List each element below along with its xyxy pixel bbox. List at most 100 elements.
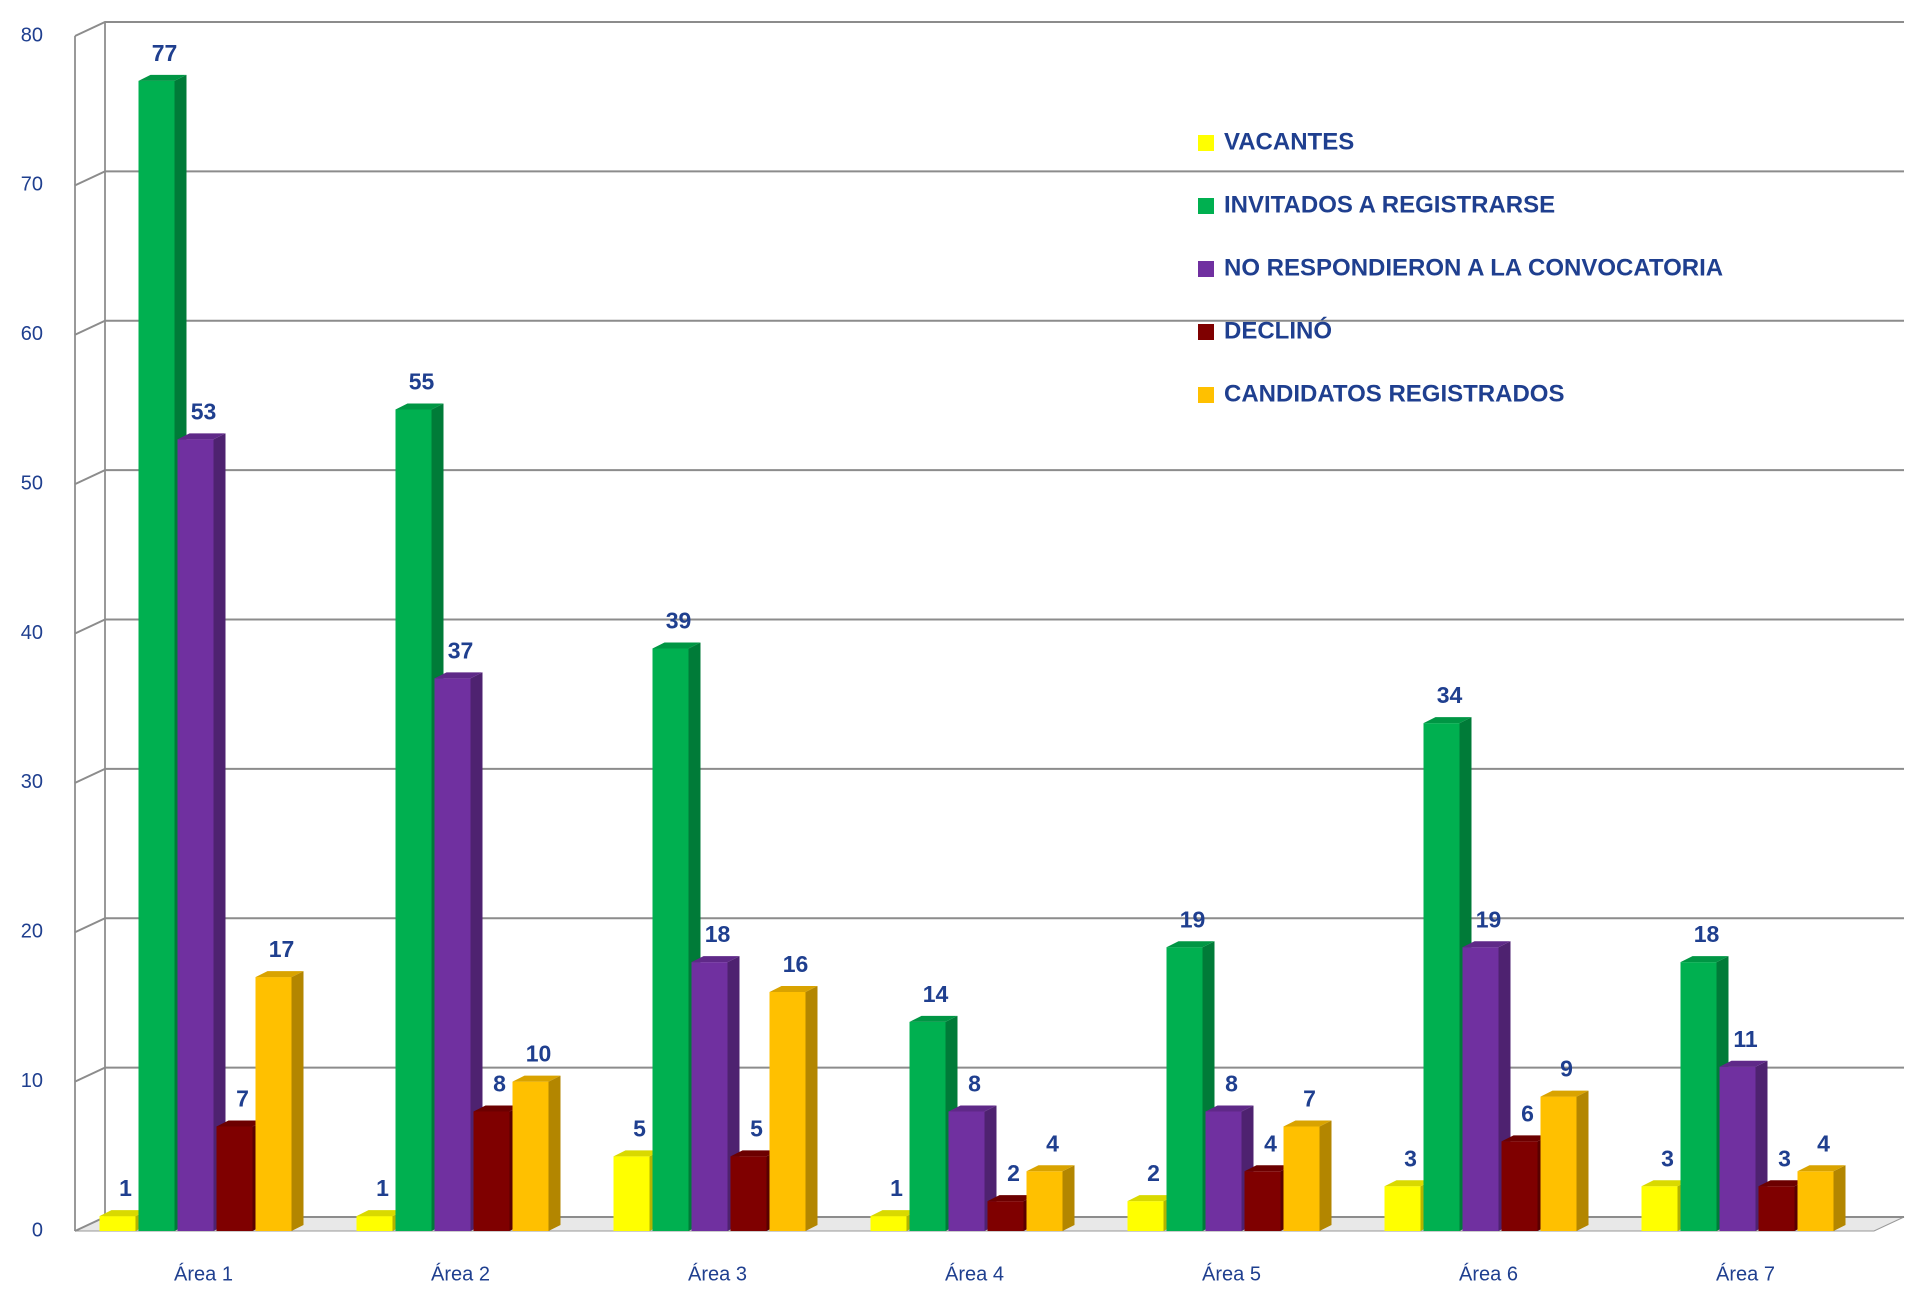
bar-front [177,439,214,1231]
bar-front [1166,947,1203,1231]
bar-front [769,992,806,1231]
value-label: 5 [633,1115,646,1141]
bar [512,1075,561,1231]
bar-top [1719,1060,1768,1067]
legend-label: VACANTES [1224,128,1354,155]
legend-label: CANDIDATOS REGISTRADOS [1224,380,1564,407]
bar-top [1797,1165,1846,1172]
bar-front [730,1156,767,1231]
bar-top [99,1210,148,1217]
grid-line [74,469,1904,486]
bar-top [1540,1090,1589,1097]
bar-front [1462,947,1499,1231]
bar-top [1166,941,1215,948]
bar-front [1423,723,1460,1231]
bar-front [613,1156,650,1231]
legend-swatch [1198,324,1214,340]
value-label: 8 [493,1071,506,1097]
bar-side [805,986,818,1231]
bar-front [1026,1171,1063,1231]
bar-front [652,648,689,1231]
bar-top [987,1195,1036,1202]
bar-front [138,80,175,1231]
value-label: 4 [1046,1130,1059,1156]
value-label: 3 [1661,1145,1674,1171]
bar-top [1758,1180,1807,1187]
bar-front [1283,1126,1320,1231]
bar [1026,1165,1075,1231]
bar-top [1641,1180,1690,1187]
value-label: 3 [1404,1145,1417,1171]
bar-front [1205,1111,1242,1231]
bar-top [473,1105,522,1112]
value-label: 18 [1694,921,1720,947]
value-label: 4 [1817,1130,1830,1156]
bar-top [1423,717,1472,724]
legend-label: DECLINÓ [1224,316,1332,344]
value-label: 17 [269,936,295,962]
legend-swatch [1198,135,1214,151]
bar-front [356,1216,393,1231]
value-label: 8 [968,1071,981,1097]
value-label: 16 [783,951,809,977]
bar-front [99,1216,136,1231]
value-label: 37 [448,637,474,663]
bar-top [1026,1165,1075,1172]
bar-top [1501,1135,1550,1142]
value-label: 7 [1303,1086,1316,1112]
value-label: 1 [119,1175,132,1201]
bar-front [691,962,728,1231]
bar-top [730,1150,779,1157]
bar-side [1833,1165,1846,1231]
value-label: 55 [409,369,435,395]
bar-front [909,1021,946,1231]
grid-line [74,21,1904,37]
value-label: 10 [526,1041,552,1067]
bar-top [769,986,818,992]
bar-front [1244,1171,1281,1231]
bar [1797,1165,1846,1231]
bar-front [216,1126,253,1231]
bar [434,672,483,1231]
value-label: 9 [1560,1056,1573,1082]
bar-top [870,1210,919,1217]
value-label: 34 [1437,682,1463,708]
grid-line [74,767,1904,784]
bar-side [213,433,226,1231]
bar [1283,1120,1332,1231]
bar-side [1062,1165,1075,1231]
bar-front [1501,1141,1538,1231]
bar-front [395,409,432,1231]
value-label: 1 [890,1175,903,1201]
y-tick-label: 70 [21,174,43,196]
bar-front [1641,1186,1678,1231]
legend-label: INVITADOS A REGISTRARSE [1224,191,1555,218]
bar-front [1540,1096,1577,1231]
bar-top [356,1210,405,1217]
bar-front [473,1111,510,1231]
bar [769,986,818,1231]
bar-top [138,74,187,81]
bar-side [291,971,304,1231]
bar-top [1244,1165,1293,1172]
bar-top [1462,941,1511,948]
bar [1166,941,1215,1231]
bar-front [512,1081,549,1231]
legend-swatch [1198,198,1214,214]
x-tick-label: Área 1 [174,1262,233,1285]
bar-front [1680,962,1717,1231]
legend-swatch [1198,261,1214,277]
bar-top [613,1150,662,1157]
y-tick-label: 40 [21,622,43,644]
bar [1462,941,1511,1231]
bar-top [652,642,701,649]
value-label: 4 [1264,1130,1277,1156]
bar-side [470,672,483,1231]
bar-front [1797,1171,1834,1231]
value-label: 18 [705,921,731,947]
bar [177,433,226,1231]
bar-top [434,672,483,679]
bar [255,971,304,1231]
x-tick-label: Área 4 [945,1262,1004,1285]
value-label: 11 [1733,1026,1758,1052]
